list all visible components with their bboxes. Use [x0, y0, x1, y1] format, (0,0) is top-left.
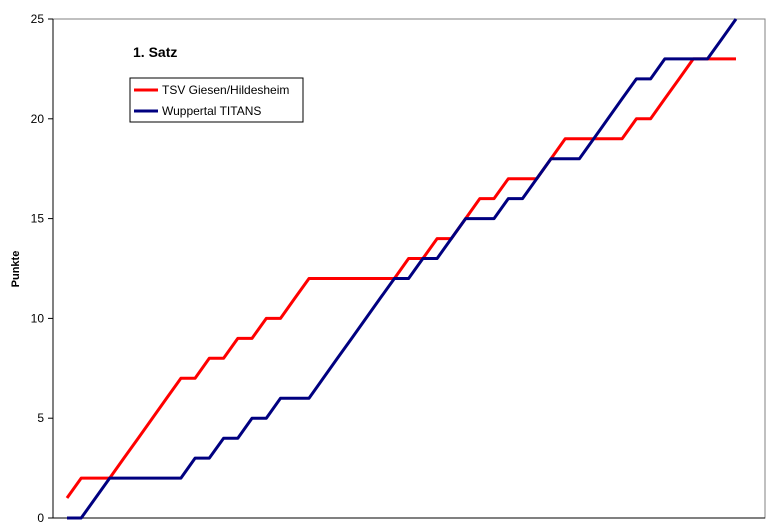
y-tick-label: 0 [37, 511, 44, 525]
y-tick-label: 10 [31, 311, 45, 325]
y-axis-title: Punkte [10, 251, 22, 288]
legend-box [129, 77, 304, 123]
series-line-tsv [65, 57, 736, 499]
y-axis: 0 5 10 15 20 25 [31, 12, 765, 525]
series-line-wuppertal [67, 18, 738, 520]
legend-label-wuppertal: Wuppertal TITANS [162, 104, 261, 118]
legend-label-tsv: TSV Giesen/Hildesheim [162, 83, 289, 97]
y-tick-label: 25 [31, 12, 45, 26]
legend: TSV Giesen/Hildesheim Wuppertal TITANS [129, 77, 304, 123]
y-tick-label: 20 [31, 112, 45, 126]
y-tick-label: 15 [31, 212, 45, 226]
chart-title: 1. Satz [133, 44, 177, 60]
y-tick-label: 5 [37, 411, 44, 425]
series-layer [65, 18, 738, 520]
